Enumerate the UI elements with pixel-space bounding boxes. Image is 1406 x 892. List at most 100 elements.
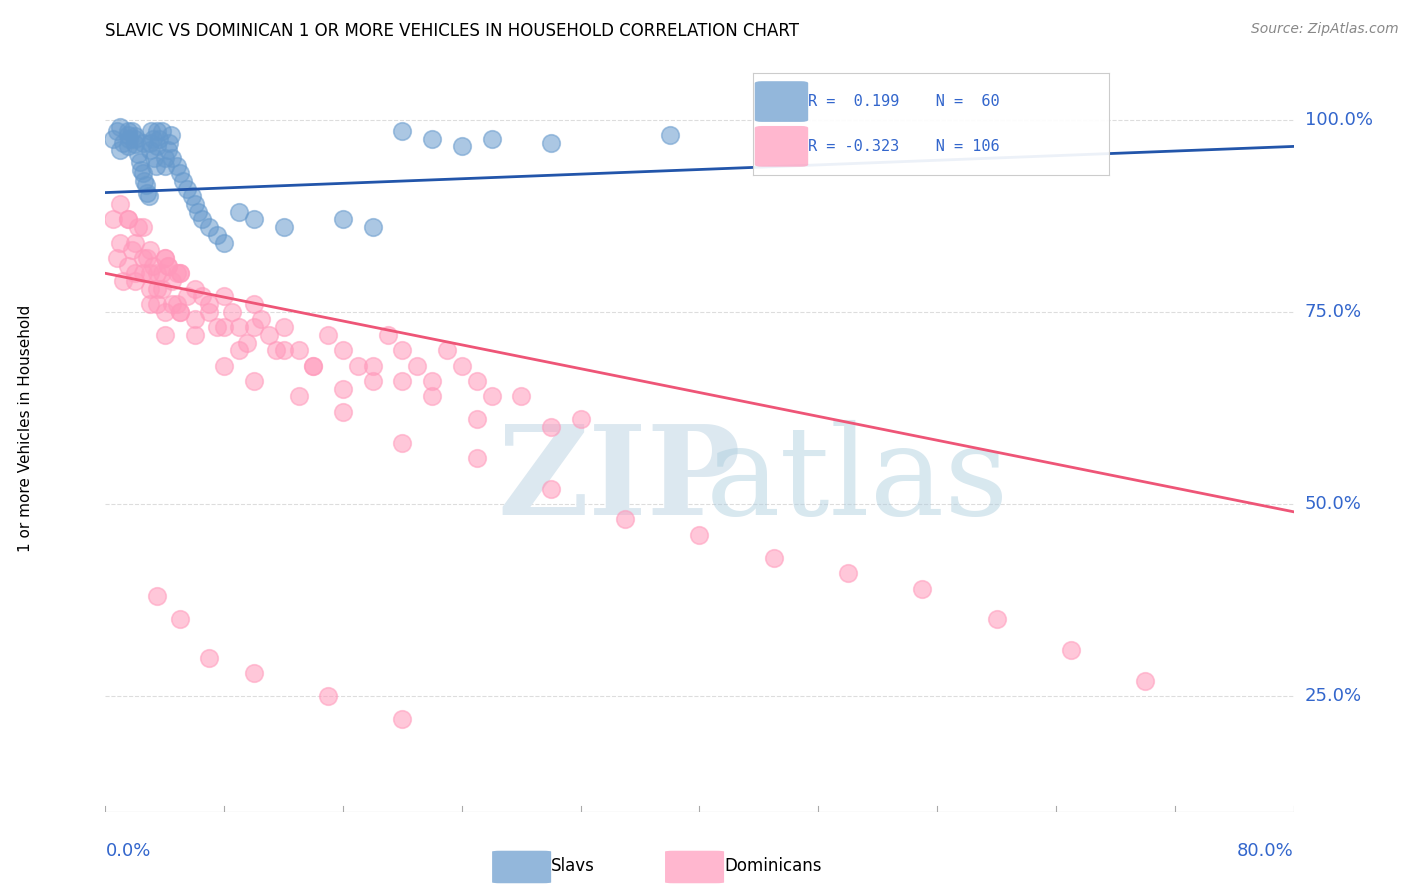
Point	[131, 266, 153, 280]
Point	[156, 259, 179, 273]
Point	[117, 212, 139, 227]
Point	[186, 204, 208, 219]
Point	[183, 312, 205, 326]
Point	[139, 282, 162, 296]
Point	[332, 343, 354, 358]
Text: 75.0%: 75.0%	[1305, 302, 1362, 321]
Point	[156, 143, 179, 157]
Point	[228, 320, 250, 334]
Point	[101, 132, 124, 146]
Point	[235, 335, 257, 350]
Point	[243, 212, 266, 227]
Point	[287, 343, 309, 358]
Point	[205, 227, 228, 242]
Point	[150, 282, 173, 296]
Point	[146, 297, 169, 311]
Point	[198, 651, 221, 665]
Point	[110, 143, 132, 157]
Point	[135, 178, 157, 192]
Point	[180, 189, 202, 203]
Point	[332, 212, 354, 227]
Point	[273, 220, 295, 235]
Text: SLAVIC VS DOMINICAN 1 OR MORE VEHICLES IN HOUSEHOLD CORRELATION CHART: SLAVIC VS DOMINICAN 1 OR MORE VEHICLES I…	[105, 22, 800, 40]
Point	[169, 612, 191, 626]
Text: 1 or more Vehicles in Household: 1 or more Vehicles in Household	[18, 304, 32, 552]
Text: R =  0.199    N =  60: R = 0.199 N = 60	[808, 94, 1000, 109]
Point	[146, 124, 169, 138]
Point	[153, 305, 176, 319]
Point	[911, 582, 934, 596]
Point	[986, 612, 1008, 626]
Text: 0.0%: 0.0%	[105, 842, 150, 860]
Point	[332, 382, 354, 396]
Point	[481, 132, 503, 146]
Text: R = -0.323    N = 106: R = -0.323 N = 106	[808, 139, 1000, 153]
Point	[214, 320, 236, 334]
Text: Dominicans: Dominicans	[724, 857, 821, 875]
Point	[157, 136, 180, 150]
Text: 100.0%: 100.0%	[1305, 111, 1372, 128]
Point	[110, 197, 132, 211]
Point	[139, 297, 162, 311]
Point	[127, 220, 149, 235]
Point	[150, 124, 173, 138]
Point	[142, 259, 165, 273]
Point	[159, 128, 181, 142]
Point	[273, 320, 295, 334]
Point	[228, 204, 250, 219]
FancyBboxPatch shape	[755, 126, 808, 167]
Point	[183, 197, 205, 211]
Point	[302, 359, 325, 373]
Point	[124, 235, 146, 250]
Point	[146, 282, 169, 296]
Point	[450, 139, 472, 153]
Text: Source: ZipAtlas.com: Source: ZipAtlas.com	[1251, 22, 1399, 37]
Point	[117, 259, 139, 273]
Point	[465, 450, 488, 465]
Point	[361, 220, 384, 235]
Point	[139, 136, 162, 150]
Point	[420, 132, 443, 146]
Point	[105, 124, 128, 138]
Point	[221, 305, 243, 319]
Point	[117, 139, 139, 153]
Point	[124, 132, 146, 146]
Point	[153, 327, 176, 342]
Point	[162, 297, 184, 311]
Point	[287, 389, 309, 403]
Point	[214, 359, 236, 373]
Point	[129, 162, 152, 177]
Point	[143, 151, 166, 165]
Point	[214, 289, 236, 303]
Point	[436, 343, 458, 358]
Point	[214, 235, 236, 250]
Point	[169, 266, 191, 280]
Point	[391, 343, 413, 358]
Point	[302, 359, 325, 373]
Point	[169, 166, 191, 180]
Point	[658, 128, 681, 142]
Point	[243, 320, 266, 334]
Point	[198, 297, 221, 311]
Point	[316, 690, 339, 704]
Point	[169, 266, 191, 280]
Point	[139, 244, 162, 258]
Point	[124, 274, 146, 288]
Point	[377, 327, 399, 342]
Point	[124, 266, 146, 280]
Point	[153, 159, 176, 173]
Text: 80.0%: 80.0%	[1237, 842, 1294, 860]
Point	[332, 405, 354, 419]
Point	[510, 389, 533, 403]
Point	[142, 132, 165, 146]
Point	[243, 666, 266, 681]
Point	[141, 124, 163, 138]
Point	[146, 590, 169, 604]
Point	[162, 151, 184, 165]
Point	[273, 343, 295, 358]
Point	[166, 159, 188, 173]
Point	[124, 137, 146, 152]
Point	[146, 139, 169, 153]
Point	[139, 143, 162, 157]
Point	[420, 389, 443, 403]
